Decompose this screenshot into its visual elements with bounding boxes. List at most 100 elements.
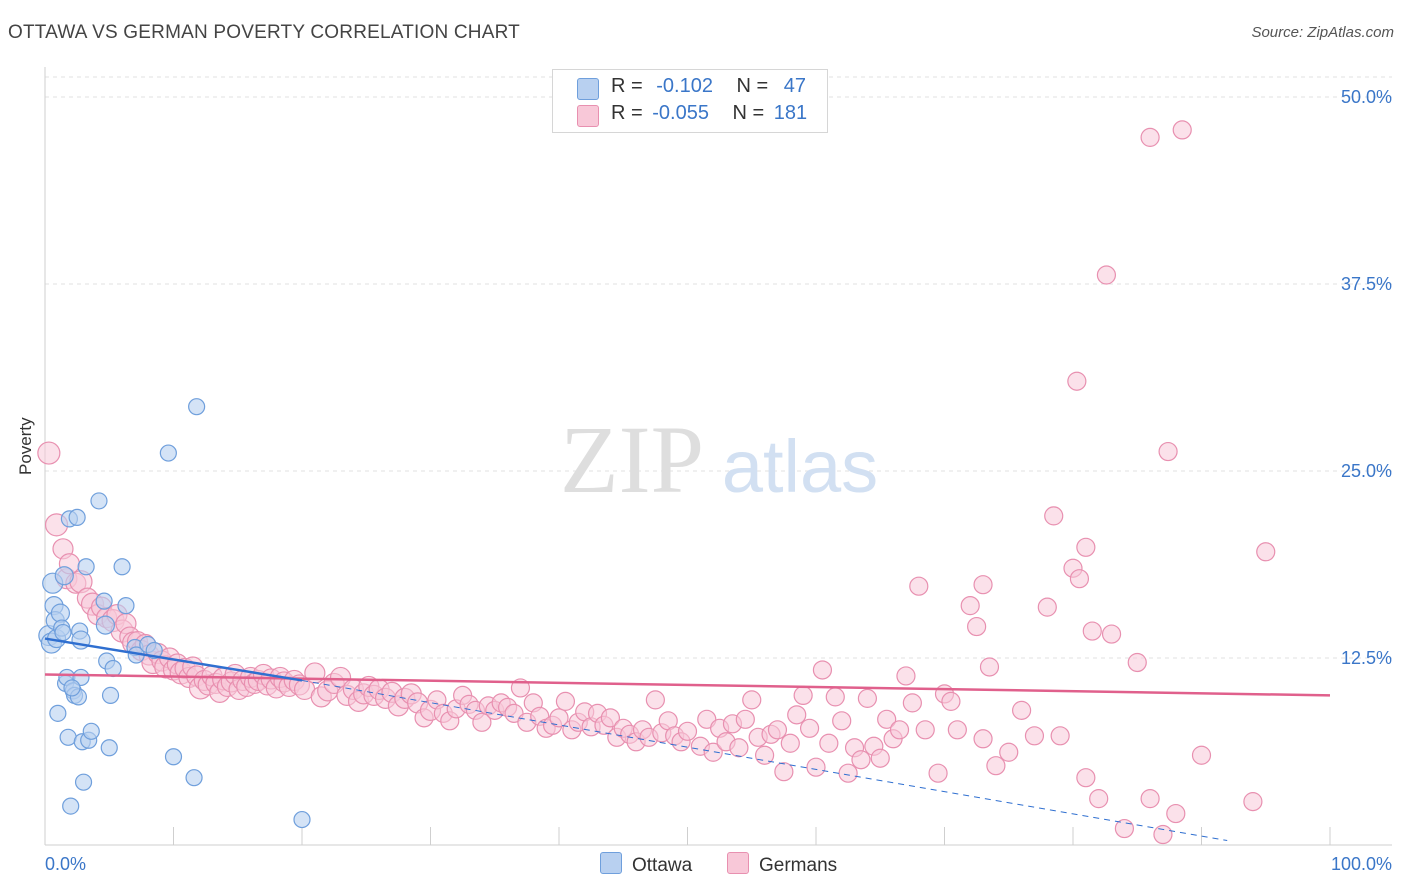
- germans-point: [947, 720, 967, 740]
- germans-point: [857, 688, 878, 708]
- germans-point: [870, 748, 890, 768]
- ottawa-point: [77, 558, 95, 576]
- ottawa-point: [164, 748, 183, 766]
- germans-point: [767, 720, 788, 740]
- source-label: Source: ZipAtlas.com: [1251, 24, 1394, 41]
- germans-point: [1158, 441, 1178, 462]
- trend-lines: [44, 637, 1331, 842]
- germans-point: [1069, 569, 1090, 589]
- germans-point: [1256, 542, 1276, 562]
- germans-trend-line: [44, 673, 1331, 697]
- ottawa-point: [49, 704, 67, 722]
- germans-point: [909, 576, 929, 596]
- y-tick-label: 37.5%: [1341, 274, 1392, 294]
- germans-point: [742, 690, 762, 710]
- germans-point: [1050, 726, 1070, 746]
- watermark-atlas: atlas: [722, 425, 878, 508]
- germans-point: [1024, 726, 1045, 746]
- germans-point: [941, 691, 961, 711]
- germans-point: [986, 756, 1006, 776]
- germans-point: [645, 690, 665, 710]
- germans-point: [1191, 745, 1212, 765]
- germans-point: [1044, 506, 1064, 526]
- legend-swatch-ottawa: [577, 78, 599, 100]
- legend-swatch-germans: [577, 105, 599, 127]
- germans-point: [1172, 120, 1192, 140]
- germans-point: [889, 720, 910, 740]
- chart-title: OTTAWA VS GERMAN POVERTY CORRELATION CHA…: [8, 22, 520, 43]
- y-tick-label: 25.0%: [1341, 461, 1392, 481]
- ottawa-points: [38, 398, 311, 829]
- germans-point: [1067, 371, 1087, 391]
- germans-point: [1101, 624, 1122, 644]
- legend-ottawa-r-label: R =: [611, 75, 643, 97]
- germans-point: [735, 709, 755, 729]
- ottawa-point: [62, 797, 80, 815]
- germans-point: [838, 763, 858, 783]
- ottawa-point: [117, 597, 135, 615]
- ottawa-point: [113, 558, 131, 576]
- legend-germans-r-label: R =: [611, 102, 643, 124]
- germans-point: [1096, 265, 1117, 285]
- x-tick-label-max: 100.0%: [1331, 854, 1392, 874]
- ottawa-point: [101, 686, 120, 705]
- watermark-zip: ZIP: [560, 406, 704, 513]
- germans-point: [896, 666, 916, 686]
- germans-point: [729, 738, 749, 758]
- germans-point: [1011, 700, 1032, 720]
- ottawa-point: [54, 623, 72, 642]
- germans-point: [877, 709, 897, 729]
- germans-point: [806, 757, 826, 777]
- germans-point: [1089, 789, 1109, 809]
- germans-point: [960, 596, 980, 616]
- germans-point: [973, 575, 993, 595]
- germans-point: [1082, 621, 1102, 641]
- bottom-legend-swatch-ottawa: [600, 852, 622, 874]
- ottawa-point: [95, 615, 115, 635]
- ottawa-point: [54, 566, 74, 586]
- germans-point: [1153, 824, 1173, 845]
- bottom-legend-germans: Germans: [727, 852, 837, 877]
- ottawa-point: [185, 769, 203, 787]
- legend-ottawa-n-label: N =: [736, 75, 769, 97]
- germans-point: [774, 762, 794, 782]
- germans-point: [37, 441, 61, 465]
- germans-point: [1076, 537, 1096, 557]
- germans-point: [999, 742, 1019, 762]
- germans-point: [1166, 803, 1186, 824]
- ottawa-point: [63, 679, 81, 697]
- germans-point: [915, 720, 935, 740]
- germans-point: [902, 693, 922, 713]
- bottom-legend-label-germans: Germans: [759, 855, 838, 876]
- ottawa-point: [68, 508, 86, 526]
- legend-ottawa-n-value: 47: [783, 75, 807, 97]
- germans-point: [1114, 818, 1135, 839]
- germans-point: [967, 616, 987, 637]
- germans-point: [1140, 789, 1160, 809]
- legend-germans-n-value: 181: [773, 102, 808, 124]
- bottom-legend-ottawa: Ottawa: [600, 852, 692, 877]
- germans-point: [472, 712, 492, 732]
- ottawa-point: [95, 592, 113, 610]
- ottawa-point: [50, 603, 71, 623]
- germans-point: [677, 721, 698, 741]
- germans-point: [793, 685, 813, 706]
- germans-point: [780, 733, 800, 753]
- x-tick-label-min: 0.0%: [45, 854, 86, 874]
- germans-point: [555, 691, 576, 711]
- ottawa-point: [104, 659, 122, 678]
- ottawa-point: [82, 722, 100, 740]
- germans-point: [825, 687, 845, 707]
- ottawa-trend-line: [44, 637, 303, 682]
- ottawa-point: [188, 398, 206, 416]
- ottawa-point: [100, 739, 118, 757]
- correlation-legend: R = -0.102 N = 47 R = -0.055 N = 181: [552, 69, 828, 133]
- y-tick-label: 12.5%: [1341, 648, 1392, 668]
- ottawa-point: [293, 810, 311, 829]
- watermark: ZIP atlas: [560, 406, 878, 513]
- tick-labels: 12.5% 25.0% 37.5% 50.0% 0.0% 100.0%: [45, 87, 1392, 874]
- germans-point: [928, 763, 948, 783]
- ottawa-point: [74, 773, 93, 791]
- germans-point: [787, 705, 807, 725]
